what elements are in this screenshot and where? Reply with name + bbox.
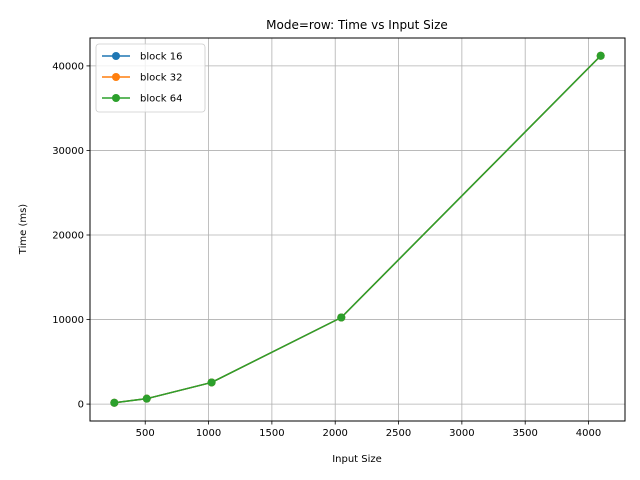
- data-point: [142, 394, 151, 403]
- y-tick-label: 30000: [52, 146, 84, 157]
- legend-item: block 16: [102, 52, 182, 63]
- legend-label: block 16: [140, 52, 182, 63]
- x-tick-label: 2000: [322, 428, 347, 439]
- legend-item: block 32: [102, 73, 182, 84]
- x-tick-label: 2500: [386, 428, 411, 439]
- data-point: [207, 378, 216, 387]
- x-tick-label: 1500: [259, 428, 284, 439]
- chart-title: Mode=row: Time vs Input Size: [266, 18, 448, 32]
- x-tick-label: 3000: [449, 428, 474, 439]
- legend-marker: [112, 94, 120, 102]
- plot-frame: [89, 37, 626, 422]
- x-axis-label: Input Size: [332, 454, 382, 465]
- y-tick-label: 10000: [52, 315, 84, 326]
- x-tick-label: 1000: [196, 428, 221, 439]
- legend-marker: [112, 52, 120, 60]
- series-layer: [110, 51, 605, 407]
- y-tick-label: 20000: [52, 230, 84, 241]
- data-point: [337, 313, 346, 322]
- legend-item: block 64: [102, 94, 182, 105]
- legend: block 16 block 32 block 64: [95, 43, 206, 113]
- x-tick-label: 3500: [512, 428, 537, 439]
- series-3: [110, 51, 605, 407]
- x-axis: 500 1000 1500 2000 2500 3000 3500 4000: [136, 421, 601, 439]
- y-axis: 0 10000 20000 30000 40000: [52, 61, 90, 411]
- legend-label: block 32: [140, 73, 182, 84]
- x-tick-label: 500: [136, 428, 155, 439]
- legend-box: [95, 43, 206, 113]
- data-point: [110, 398, 119, 407]
- y-axis-label: Time (ms): [18, 204, 29, 256]
- x-tick-label: 4000: [576, 428, 601, 439]
- data-point: [596, 51, 605, 60]
- grid: [90, 38, 625, 421]
- legend-label: block 64: [140, 94, 182, 105]
- y-tick-label: 0: [78, 400, 84, 411]
- y-tick-label: 40000: [52, 61, 84, 72]
- legend-marker: [112, 73, 120, 81]
